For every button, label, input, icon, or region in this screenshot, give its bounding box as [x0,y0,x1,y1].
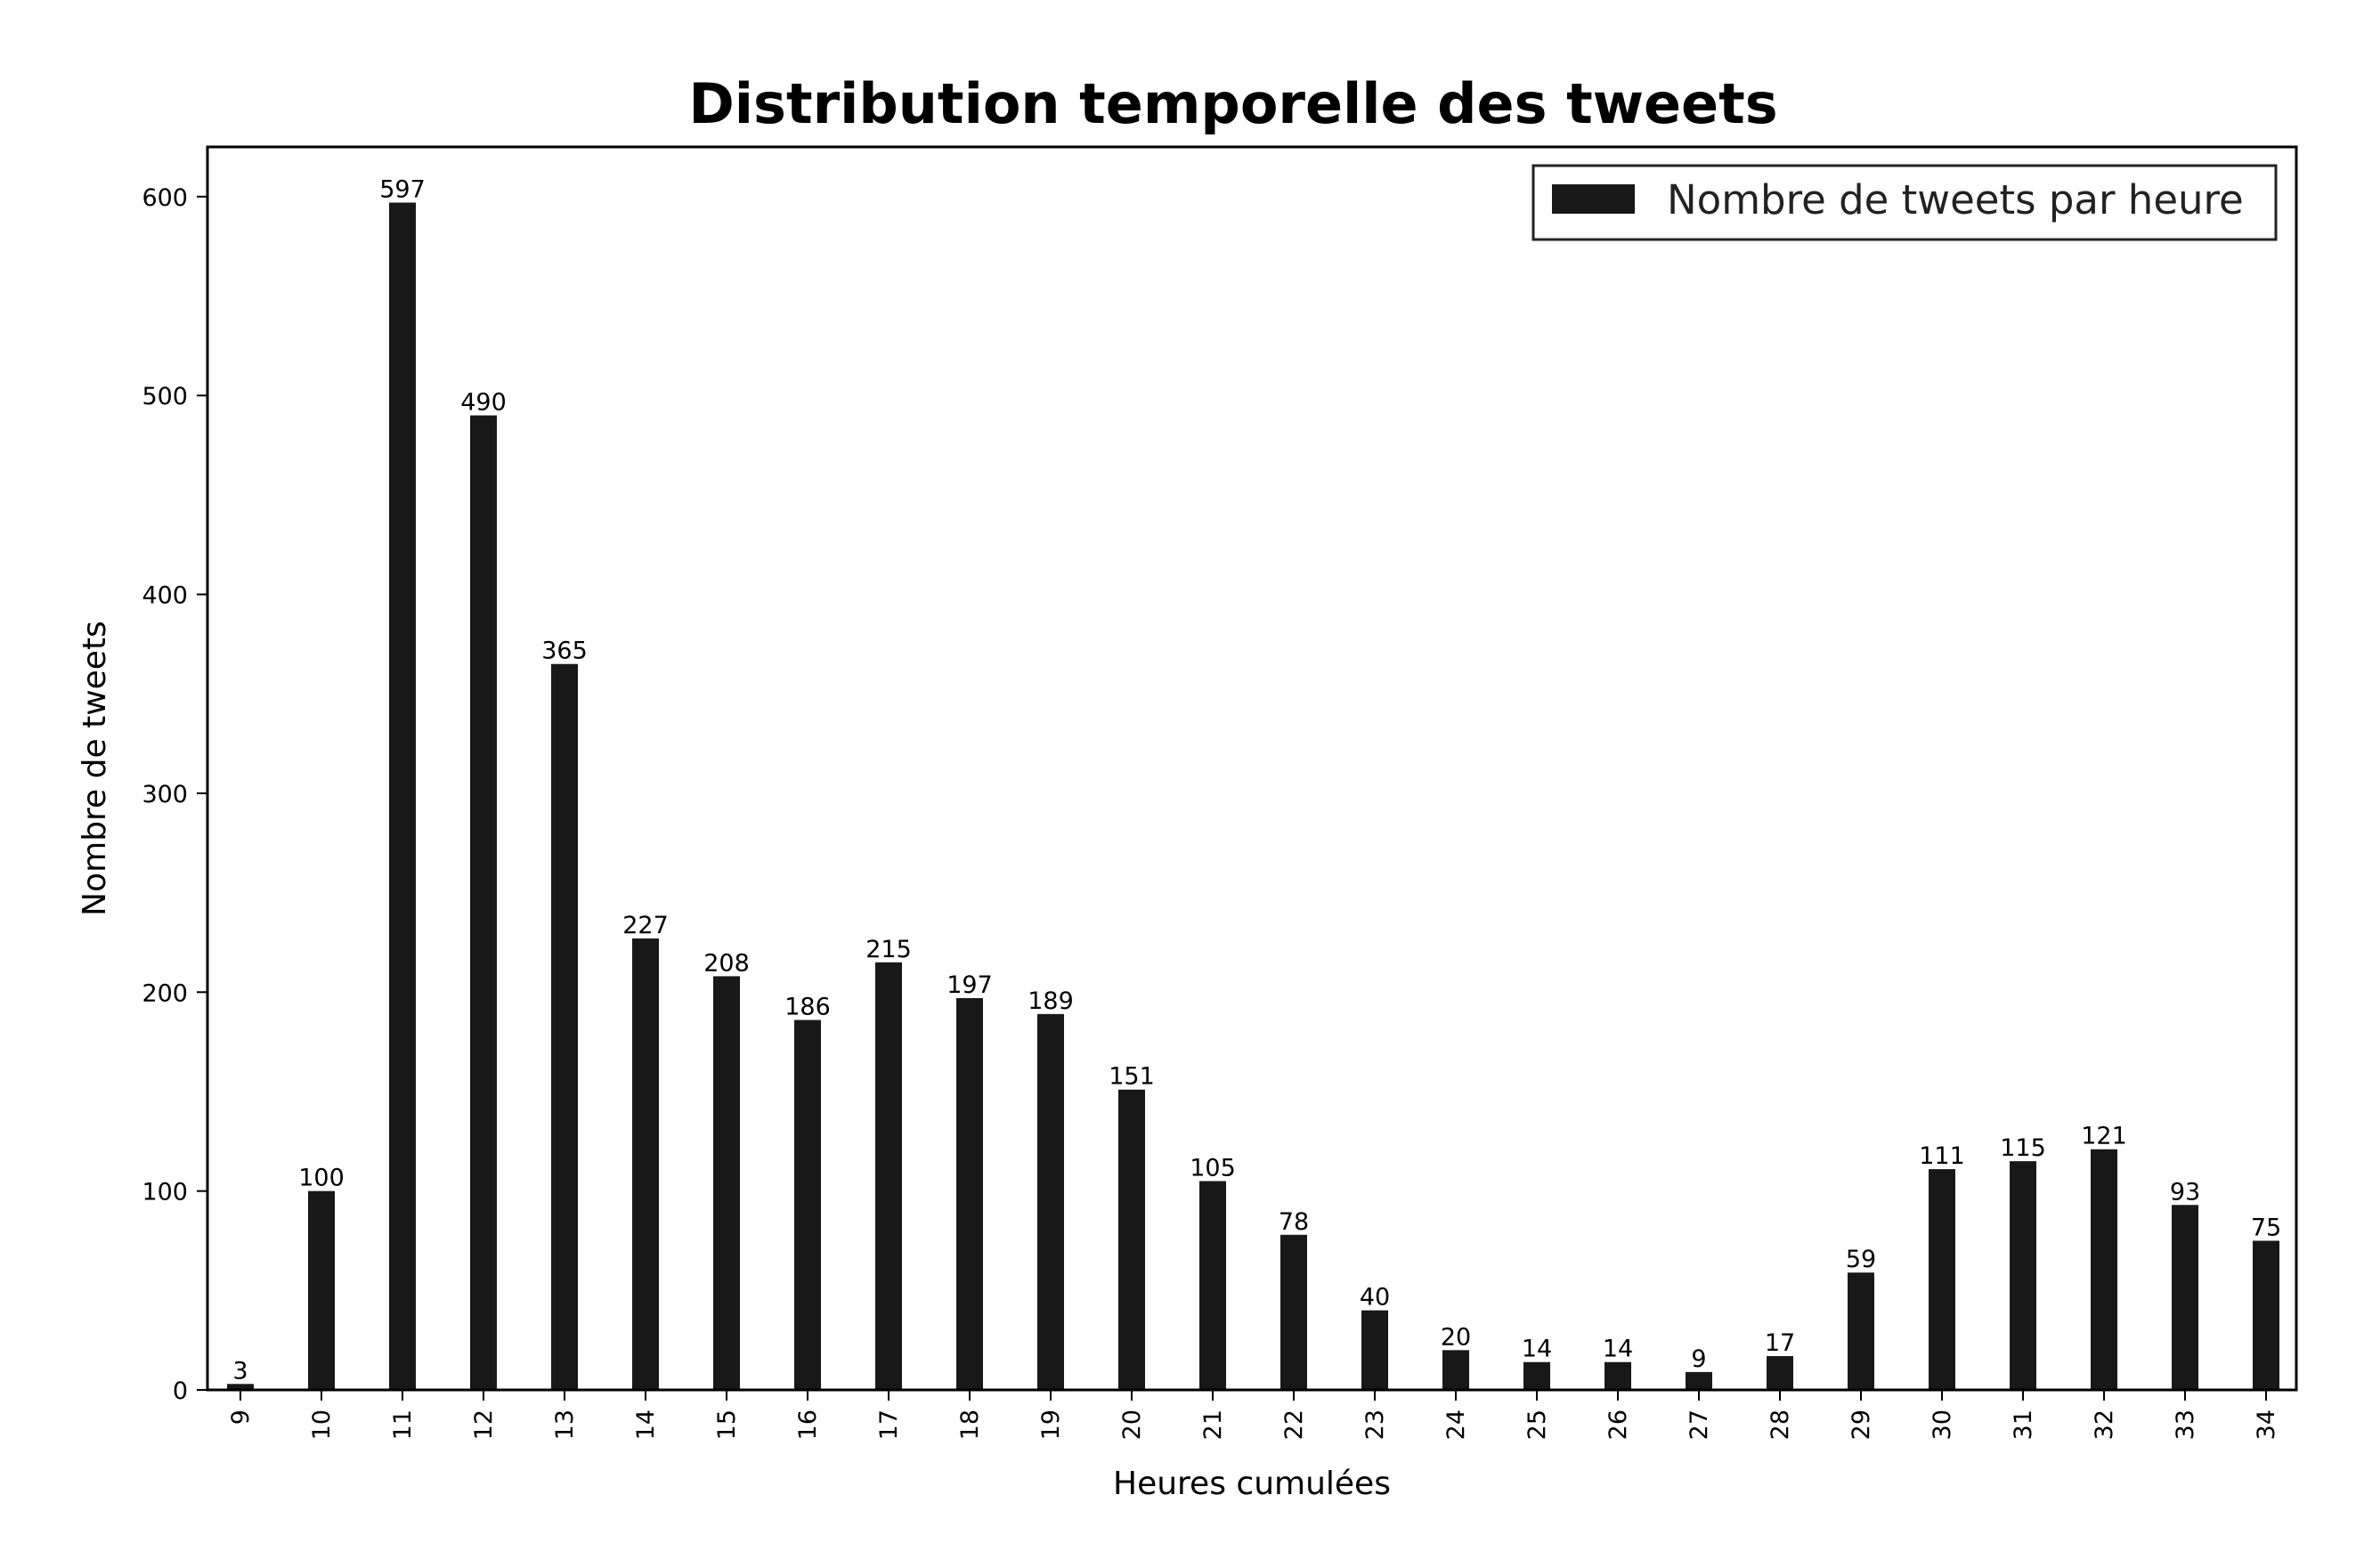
data-label-32: 121 [2081,1123,2127,1150]
y-tick-label-100: 100 [142,1179,188,1206]
bar-31 [2010,1161,2036,1390]
y-tick-label-500: 500 [142,383,188,410]
x-tick-label-20: 20 [1118,1410,1146,1440]
bar-23 [1361,1310,1388,1390]
data-label-9: 3 [232,1357,248,1385]
data-label-23: 40 [1360,1284,1390,1312]
data-label-17: 215 [865,936,912,963]
data-label-33: 93 [2170,1178,2200,1206]
y-tick-label-300: 300 [142,781,188,808]
bar-15 [713,976,740,1390]
bar-19 [1037,1013,1064,1390]
bar-30 [1929,1169,1955,1390]
y-tick-label-600: 600 [142,184,188,212]
bar-32 [2091,1149,2117,1390]
chart-title: Distribution temporelle des tweets [688,71,1777,136]
x-tick-label-24: 24 [1442,1410,1470,1440]
bar-22 [1280,1234,1307,1390]
x-tick-label-28: 28 [1767,1410,1794,1440]
bar-12 [470,415,497,1390]
x-tick-label-17: 17 [875,1410,903,1440]
x-tick-label-26: 26 [1605,1410,1632,1440]
bar-17 [875,962,902,1390]
bar-18 [956,997,983,1390]
x-tick-label-19: 19 [1037,1410,1065,1440]
x-tick-label-34: 34 [2253,1410,2280,1440]
y-axis-ticks: 0 100 200 300 400 500 600 [142,184,207,1405]
x-tick-label-29: 29 [1848,1410,1875,1440]
data-label-26: 14 [1603,1336,1633,1363]
x-tick-label-23: 23 [1361,1410,1389,1440]
legend-entry-label: Nombre de tweets par heure [1667,176,2244,223]
x-tick-label-9: 9 [227,1410,255,1425]
data-label-31: 115 [2000,1134,2046,1162]
x-tick-label-16: 16 [794,1410,822,1440]
data-label-10: 100 [298,1165,345,1192]
data-label-25: 14 [1522,1336,1552,1363]
bar-10 [308,1190,335,1390]
data-label-19: 189 [1028,987,1074,1015]
bar-14 [632,938,659,1390]
x-axis-ticks: 9 10 11 12 13 14 15 16 17 18 19 20 21 22 23 24 25 26 27 28 2… [227,1390,2280,1440]
x-tick-label-25: 25 [1523,1410,1551,1440]
x-tick-label-27: 27 [1686,1410,1713,1440]
data-label-20: 151 [1109,1063,1155,1091]
bar-25 [1523,1361,1550,1390]
x-tick-label-33: 33 [2172,1410,2199,1440]
x-axis-label: Heures cumulées [1113,1466,1391,1502]
x-tick-label-10: 10 [308,1410,336,1440]
x-tick-label-12: 12 [470,1410,498,1440]
y-axis-label: Nombre de tweets [77,621,113,916]
data-label-29: 59 [1846,1246,1876,1273]
data-label-12: 490 [460,389,507,417]
bar-13 [551,663,578,1390]
bar-9 [227,1384,254,1390]
bar-33 [2172,1205,2198,1390]
x-tick-label-31: 31 [2010,1410,2037,1440]
y-tick-label-400: 400 [142,582,188,610]
data-label-11: 597 [379,176,426,204]
bars-group [227,202,2279,1391]
bar-24 [1442,1350,1469,1390]
data-labels-group: 3 100 597 490 365 227 208 186 215 197 189 151 105 78 4… [232,176,2281,1385]
bar-28 [1767,1356,1793,1390]
data-label-21: 105 [1190,1154,1236,1182]
data-label-16: 186 [784,994,831,1021]
data-label-30: 111 [1919,1142,1965,1170]
x-tick-label-30: 30 [1929,1410,1956,1440]
x-tick-label-18: 18 [956,1410,984,1440]
data-label-14: 227 [622,912,669,939]
y-tick-label-200: 200 [142,979,188,1007]
bar-26 [1605,1361,1631,1390]
data-label-24: 20 [1441,1323,1471,1351]
data-label-27: 9 [1691,1345,1706,1373]
x-tick-label-22: 22 [1280,1410,1308,1440]
bar-27 [1686,1371,1712,1390]
x-tick-label-13: 13 [551,1410,579,1440]
bar-11 [389,202,416,1391]
legend-frame [1531,164,2278,241]
bar-29 [1848,1272,1874,1390]
data-label-28: 17 [1765,1329,1795,1357]
data-label-18: 197 [946,971,993,999]
x-tick-label-21: 21 [1199,1410,1227,1440]
bar-21 [1199,1181,1226,1390]
data-label-22: 78 [1279,1208,1309,1236]
x-tick-label-15: 15 [713,1410,741,1440]
plot-area-frame [206,145,2298,1392]
bar-16 [794,1020,821,1390]
data-label-34: 75 [2251,1214,2281,1241]
x-tick-label-14: 14 [632,1410,660,1440]
bar-20 [1118,1089,1145,1390]
x-tick-label-11: 11 [389,1410,417,1440]
bar-34 [2253,1240,2279,1390]
y-tick-label-0: 0 [173,1377,188,1405]
legend: Nombre de tweets par heure [1531,164,2278,241]
data-label-13: 365 [541,638,588,665]
legend-swatch [1552,184,1635,214]
data-label-15: 208 [703,949,750,977]
x-tick-label-32: 32 [2091,1410,2118,1440]
